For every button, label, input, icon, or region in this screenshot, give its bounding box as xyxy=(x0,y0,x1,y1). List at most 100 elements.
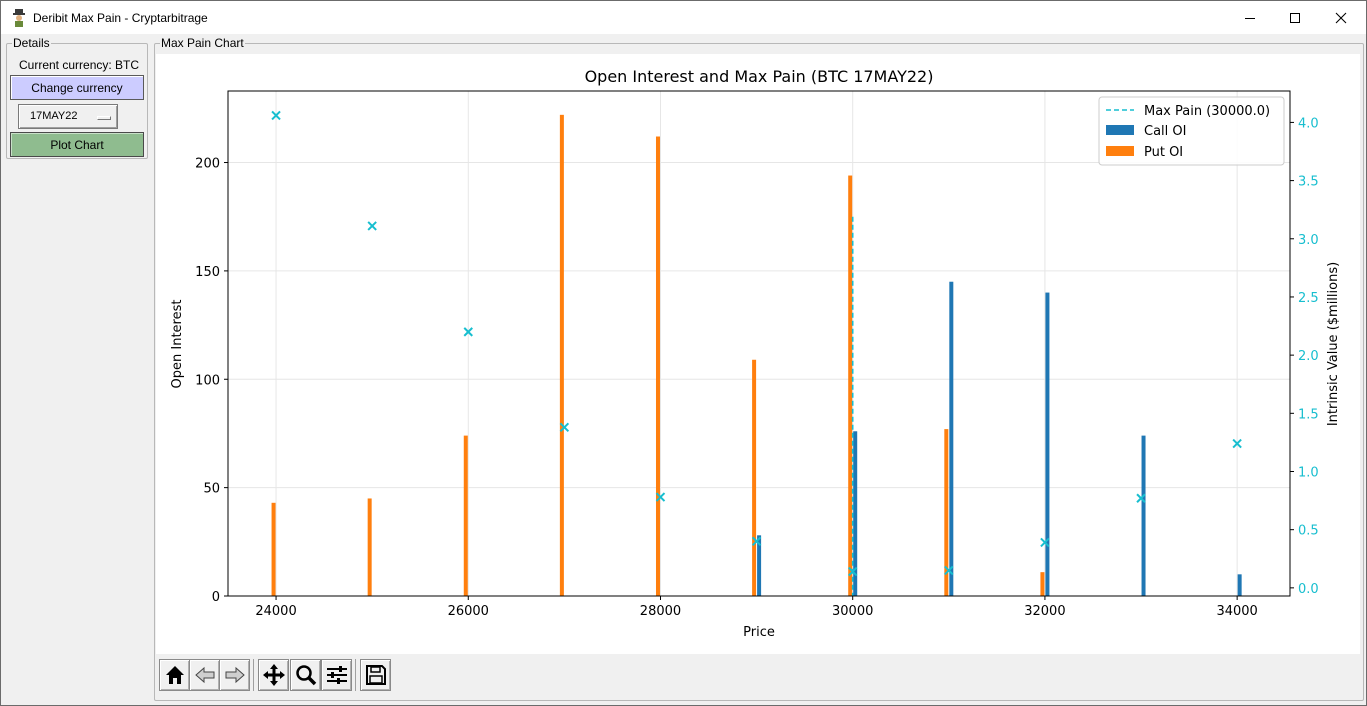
y-tick-label: 200 xyxy=(195,157,220,172)
y2-tick-label: 0.5 xyxy=(1298,524,1319,539)
x-tick-label: 24000 xyxy=(255,604,296,619)
intrinsic-value-marker xyxy=(271,110,281,121)
change-currency-button[interactable]: Change currency xyxy=(10,75,144,100)
put-oi-bar xyxy=(463,435,468,596)
x-tick-label: 30000 xyxy=(832,604,873,619)
legend-call-swatch xyxy=(1106,125,1134,135)
pan-icon xyxy=(262,664,285,686)
chart-group: Max Pain Chart xyxy=(154,36,1364,701)
forward-button[interactable] xyxy=(219,659,250,691)
expiry-dropdown[interactable]: 17MAY22 xyxy=(18,104,118,129)
chart-title: Open Interest and Max Pain (BTC 17MAY22) xyxy=(585,67,934,86)
back-icon xyxy=(194,666,214,684)
y2-tick-label: 4.0 xyxy=(1298,116,1319,131)
zoom-icon xyxy=(295,665,316,686)
marker-stroke xyxy=(271,110,281,121)
chart-group-label: Max Pain Chart xyxy=(160,36,245,50)
y2-tick-label: 3.0 xyxy=(1298,233,1319,248)
minimize-button[interactable] xyxy=(1227,1,1273,34)
intrinsic-value-marker xyxy=(463,327,473,337)
configure-icon xyxy=(326,666,347,684)
legend-max-pain-label: Max Pain (30000.0) xyxy=(1144,104,1270,119)
maximize-icon xyxy=(1290,12,1300,23)
toolbar-separator xyxy=(253,659,254,691)
home-button[interactable] xyxy=(159,659,190,691)
marker-stroke xyxy=(1136,493,1146,503)
legend-put-swatch xyxy=(1106,146,1134,156)
dropdown-indicator-icon xyxy=(97,116,111,120)
app-icon xyxy=(13,9,25,27)
minimize-icon xyxy=(1245,17,1255,19)
put-oi-bar xyxy=(944,429,949,596)
ticks-layer: 24000 26000 28000 30000 32000 34000 0 50 100 150 2… xyxy=(195,116,1319,619)
intrinsic-value-marker xyxy=(367,221,377,231)
y2-tick-label: 1.5 xyxy=(1298,407,1319,422)
call-oi-bar xyxy=(949,281,954,596)
y-tick-label: 50 xyxy=(203,482,220,497)
put-oi-bar xyxy=(559,114,564,597)
back-button[interactable] xyxy=(189,659,220,691)
call-oi-bar xyxy=(1237,574,1242,596)
legend: Max Pain (30000.0) Call OI Put OI xyxy=(1098,96,1285,166)
current-currency-label: Current currency: BTC xyxy=(19,58,140,72)
call-oi-bar xyxy=(1045,292,1050,596)
put-oi-bar xyxy=(367,498,372,596)
call-oi-bar xyxy=(853,431,858,596)
intrinsic-markers-layer xyxy=(271,110,1242,577)
max-pain-chart: 24000 26000 28000 30000 32000 34000 0 50 100 150 2… xyxy=(156,54,1360,654)
y2-axis-label: Intrinsic Value ($millions) xyxy=(1326,262,1341,426)
intrinsic-value-marker xyxy=(751,536,762,547)
intrinsic-value-marker xyxy=(1232,438,1242,449)
y2-tick-label: 0.0 xyxy=(1298,582,1319,597)
save-icon xyxy=(365,665,386,685)
y-tick-label: 0 xyxy=(212,590,220,605)
pan-button[interactable] xyxy=(258,659,289,691)
y-tick-label: 150 xyxy=(195,265,220,280)
marker-stroke xyxy=(367,221,377,231)
y2-tick-label: 1.0 xyxy=(1298,465,1319,480)
toolbar-separator xyxy=(355,659,356,691)
home-icon xyxy=(165,666,184,684)
x-tick-label: 32000 xyxy=(1024,604,1065,619)
title-bar: Deribit Max Pain - Cryptarbitrage xyxy=(1,1,1366,34)
x-tick-label: 34000 xyxy=(1216,604,1257,619)
intrinsic-value-marker xyxy=(1136,493,1146,503)
intrinsic-value-marker xyxy=(944,565,954,576)
x-axis-label: Price xyxy=(743,625,775,640)
expiry-value: 17MAY22 xyxy=(30,110,78,122)
put-oi-bar xyxy=(271,502,276,596)
y2-tick-label: 2.0 xyxy=(1298,349,1319,364)
close-icon xyxy=(1335,12,1347,23)
plot-chart-button[interactable]: Plot Chart xyxy=(10,132,144,157)
marker-stroke xyxy=(751,536,762,547)
maximize-button[interactable] xyxy=(1272,1,1318,34)
put-oi-bar xyxy=(848,175,853,596)
x-tick-label: 26000 xyxy=(448,604,489,619)
details-group: Details xyxy=(6,36,148,159)
marker-stroke xyxy=(1040,537,1050,548)
marker-stroke xyxy=(655,492,666,502)
close-button[interactable] xyxy=(1318,1,1364,34)
save-button[interactable] xyxy=(360,659,391,691)
put-oi-bar xyxy=(752,359,757,596)
bars-layer xyxy=(271,114,1242,597)
plot-frame xyxy=(227,90,1291,597)
forward-icon xyxy=(225,666,245,684)
y2-tick-label: 2.5 xyxy=(1298,291,1319,306)
navigation-toolbar xyxy=(157,654,1360,698)
y2-tick-label: 3.5 xyxy=(1298,175,1319,190)
marker-stroke xyxy=(944,565,954,576)
y-tick-label: 100 xyxy=(195,373,220,388)
zoom-button[interactable] xyxy=(290,659,321,691)
legend-box xyxy=(1098,96,1285,166)
marker-stroke xyxy=(847,566,858,577)
intrinsic-value-marker xyxy=(1040,537,1050,548)
put-oi-bar xyxy=(1040,572,1045,596)
put-oi-bar xyxy=(655,136,660,596)
marker-stroke xyxy=(463,327,473,337)
call-oi-bar xyxy=(757,535,762,596)
marker-stroke xyxy=(1232,438,1242,449)
configure-subplots-button[interactable] xyxy=(321,659,352,691)
intrinsic-value-marker xyxy=(847,566,858,577)
y-axis-label: Open Interest xyxy=(170,300,185,389)
